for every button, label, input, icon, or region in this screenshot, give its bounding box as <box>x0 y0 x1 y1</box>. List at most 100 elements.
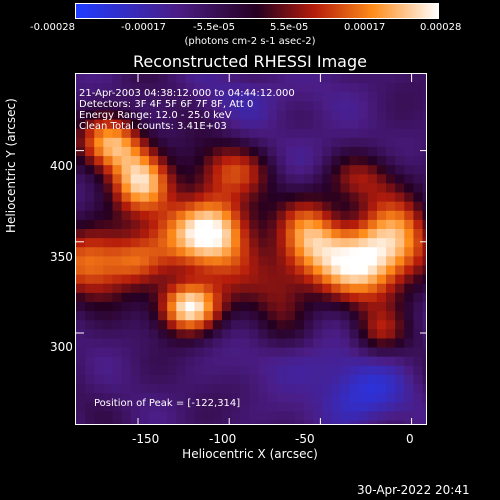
heatmap-cell <box>148 274 159 285</box>
heatmap-cell <box>176 146 186 157</box>
heatmap-cell <box>294 356 305 367</box>
heatmap-cell <box>413 165 424 175</box>
heatmap-cell <box>367 192 378 203</box>
heatmap-cell <box>276 137 287 148</box>
heatmap-cell <box>158 101 168 111</box>
heatmap-cell <box>221 320 232 330</box>
heatmap-cell <box>121 119 132 130</box>
heatmap-cell <box>276 229 287 239</box>
heatmap-cell <box>76 174 86 184</box>
heatmap-cell <box>367 256 378 266</box>
heatmap-cell <box>185 128 196 139</box>
heatmap-cell <box>221 338 232 349</box>
heatmap-cell <box>121 156 132 166</box>
heatmap-cell <box>148 301 159 312</box>
heatmap-cell <box>103 128 113 139</box>
heatmap-cell <box>249 174 259 184</box>
heatmap-cell <box>303 393 314 403</box>
x-tick-label: -100 <box>209 432 237 446</box>
heatmap-cell <box>240 256 250 266</box>
heatmap-cell <box>349 384 360 394</box>
heatmap-cell <box>176 192 186 203</box>
heatmap-cell <box>404 74 414 84</box>
heatmap-cell <box>76 265 86 276</box>
heatmap-cell <box>112 128 123 139</box>
heatmap-cell <box>249 329 259 339</box>
colorbar-tick-label: 0.00028 <box>420 22 462 33</box>
heatmap-cell <box>395 347 405 358</box>
heatmap-cell <box>313 384 323 394</box>
heatmap-cell <box>167 110 177 121</box>
heatmap-cell <box>367 210 378 221</box>
heatmap-cell <box>240 393 250 403</box>
heatmap-cell <box>422 311 426 321</box>
heatmap-cell <box>221 292 232 303</box>
heatmap-cell <box>267 402 278 412</box>
heatmap-cell <box>358 356 369 367</box>
heatmap-cell <box>285 292 296 303</box>
heatmap-cell <box>267 146 278 157</box>
heatmap-cell <box>358 74 369 84</box>
heatmap-cell <box>194 365 205 376</box>
heatmap-cell <box>148 74 159 84</box>
heatmap-cell <box>404 247 414 257</box>
heatmap-cell <box>267 256 278 266</box>
heatmap-cell <box>94 119 104 130</box>
heatmap-cell <box>85 374 95 385</box>
heatmap-cell <box>240 265 250 276</box>
heatmap-cell <box>167 74 177 84</box>
heatmap-cell <box>358 101 369 111</box>
heatmap-cell <box>158 238 168 248</box>
heatmap-cell <box>322 338 332 349</box>
heatmap-cell <box>94 274 104 285</box>
heatmap-cell <box>103 137 113 148</box>
heatmap-cell <box>422 119 426 130</box>
heatmap-cell <box>221 265 232 276</box>
heatmap-cell <box>358 165 369 175</box>
heatmap-cell <box>240 384 250 394</box>
heatmap-cell <box>94 101 104 111</box>
heatmap-cell <box>267 320 278 330</box>
heatmap-cell <box>303 229 314 239</box>
heatmap-cell <box>322 347 332 358</box>
heatmap-cell <box>176 356 186 367</box>
heatmap-cell <box>194 119 205 130</box>
heatmap-cell <box>176 92 186 102</box>
heatmap-cell <box>185 411 196 422</box>
heatmap-cell <box>294 110 305 121</box>
heatmap-cell <box>158 165 168 175</box>
heatmap-cell <box>103 411 113 422</box>
heatmap-cell <box>258 110 268 121</box>
heatmap-cell <box>413 265 424 276</box>
heatmap-cell <box>176 83 186 93</box>
heatmap-cell <box>94 146 104 157</box>
heatmap-cell <box>240 110 250 121</box>
heatmap-cell <box>85 365 95 376</box>
heatmap-cell <box>386 411 396 422</box>
heatmap-cell <box>331 256 341 266</box>
heatmap-cell <box>340 165 351 175</box>
heatmap-cell <box>240 402 250 412</box>
heatmap-cell <box>294 201 305 212</box>
colorbar-tick-label: -0.00028 <box>30 22 75 33</box>
heatmap-cell <box>185 219 196 230</box>
heatmap-cell <box>194 238 205 248</box>
heatmap-cell <box>85 83 95 93</box>
heatmap-cell <box>267 119 278 130</box>
heatmap-cell <box>249 156 259 166</box>
heatmap-cell <box>231 210 241 221</box>
heatmap-cell <box>158 374 168 385</box>
heatmap-cell <box>203 402 214 412</box>
heatmap-cell <box>285 119 296 130</box>
heatmap-cell <box>231 338 241 349</box>
heatmap-cell <box>139 301 150 312</box>
heatmap-cell <box>267 110 278 121</box>
heatmap-cell <box>121 101 132 111</box>
heatmap-cell <box>85 247 95 257</box>
heatmap-cell <box>367 338 378 349</box>
heatmap-cell <box>94 210 104 221</box>
heatmap-cell <box>340 311 351 321</box>
heatmap-cell <box>358 393 369 403</box>
heatmap-cell <box>349 229 360 239</box>
heatmap-cell <box>231 137 241 148</box>
